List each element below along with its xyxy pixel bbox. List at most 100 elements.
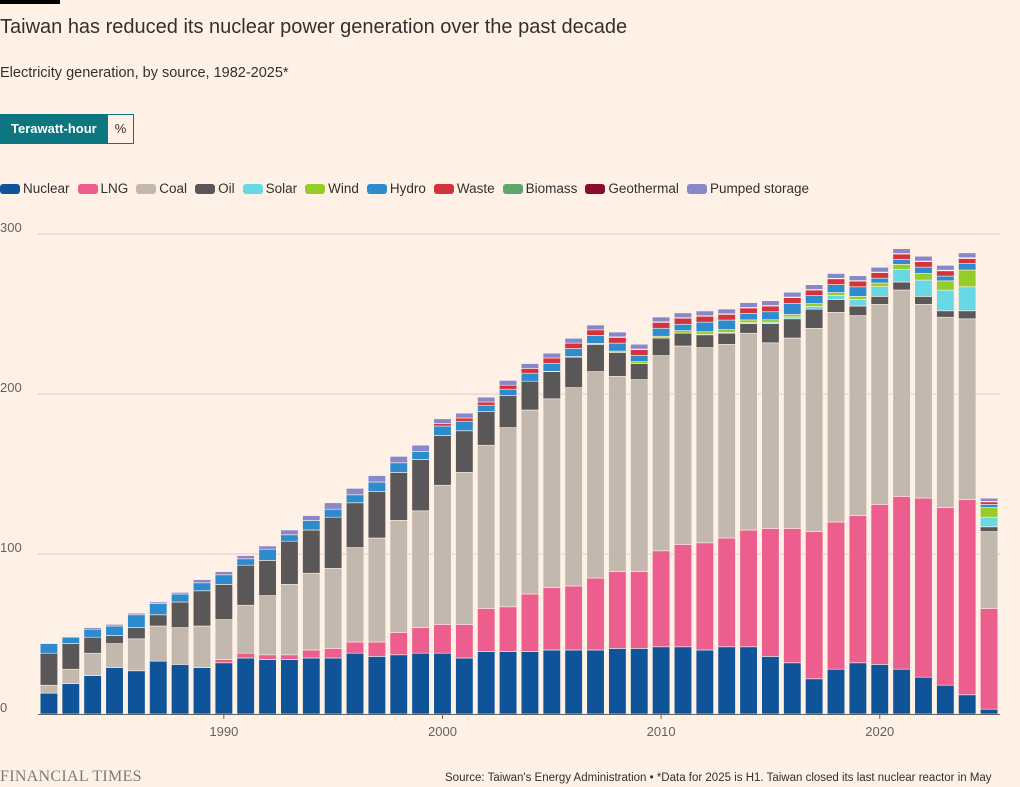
bar-pumped-storage-1994	[302, 515, 321, 521]
bar-lng-2018	[826, 521, 846, 670]
bar-lng-1993	[280, 654, 299, 660]
bar-coal-2023	[936, 316, 955, 508]
bar-pumped-storage-2002	[477, 396, 496, 403]
bar-oil-2018	[826, 299, 846, 313]
bar-pumped-storage-2006	[564, 338, 583, 344]
toggle-terawatt-hour[interactable]: Terawatt-hour	[1, 115, 107, 143]
bar-oil-1991	[236, 564, 255, 606]
bar-pumped-storage-2001	[455, 412, 474, 419]
bar-lng-2002	[477, 608, 496, 652]
bar-wind-2021	[892, 264, 911, 270]
bar-pumped-storage-2007	[586, 324, 605, 331]
bar-coal-2021	[892, 289, 911, 497]
bar-oil-2009	[630, 363, 649, 380]
bar-lng-2008	[608, 571, 627, 649]
bar-oil-2011	[673, 332, 693, 347]
bar-waste-2021	[892, 253, 911, 260]
bar-coal-2006	[564, 387, 583, 587]
bar-waste-2025	[980, 501, 999, 505]
bar-waste-2019	[848, 280, 867, 288]
bar-pumped-storage-2010	[652, 316, 671, 323]
bar-coal-1988	[171, 627, 190, 665]
legend-swatch-lng	[77, 183, 98, 194]
bar-oil-2014	[739, 323, 758, 334]
bar-nuclear-2016	[783, 662, 802, 715]
bar-lng-2022	[914, 497, 933, 678]
bar-lng-2004	[520, 593, 539, 652]
bar-pumped-storage-2020	[870, 266, 889, 273]
bar-oil-2025	[980, 526, 999, 532]
bar-waste-2016	[783, 297, 802, 304]
bar-coal-2020	[870, 304, 889, 505]
legend-swatch-coal	[136, 183, 157, 194]
bar-hydro-2016	[783, 302, 802, 315]
bar-solar-2023	[936, 289, 955, 312]
bar-coal-1997	[367, 537, 386, 643]
bar-stack-2021	[892, 248, 911, 715]
bar-coal-1993	[280, 584, 299, 656]
bar-stack-2003	[499, 380, 518, 715]
bar-nuclear-2002	[477, 651, 496, 715]
bar-hydro-1989	[192, 582, 212, 592]
bar-coal-2019	[848, 315, 867, 516]
bar-pumped-storage-2022	[914, 255, 933, 262]
bar-coal-2001	[455, 472, 474, 625]
bar-nuclear-1989	[192, 667, 212, 715]
bar-stack-2007	[586, 324, 605, 715]
bar-stack-1982	[39, 643, 58, 715]
bar-wind-2017	[805, 303, 824, 307]
bar-oil-2017	[805, 308, 824, 329]
bar-wind-2024	[958, 269, 977, 288]
bar-coal-2018	[826, 312, 846, 523]
bar-nuclear-1993	[280, 659, 299, 715]
bar-coal-1990	[214, 619, 233, 660]
bar-oil-1997	[367, 491, 386, 539]
bar-coal-2014	[739, 332, 758, 531]
bar-oil-2005	[542, 371, 561, 400]
bar-waste-2012	[695, 315, 714, 323]
bar-lng-2013	[717, 537, 736, 648]
bar-waste-2008	[608, 337, 627, 344]
bar-stack-2024	[958, 252, 977, 715]
bar-waste-2001	[455, 417, 474, 422]
unit-toggle[interactable]: Terawatt-hour %	[0, 114, 135, 144]
bar-pumped-storage-2009	[630, 343, 649, 350]
bar-solar-2025	[980, 516, 999, 528]
bar-oil-2020	[870, 296, 889, 305]
bar-nuclear-2017	[805, 678, 824, 715]
legend-label-wind: Wind	[328, 181, 359, 196]
bar-hydro-1995	[324, 508, 343, 518]
bar-lng-2016	[783, 528, 802, 664]
bar-wind-2013	[717, 329, 736, 333]
bar-pumped-storage-1984	[83, 627, 102, 630]
bar-nuclear-1991	[236, 657, 255, 715]
bar-hydro-1984	[83, 628, 102, 638]
legend-item-solar: Solar	[242, 181, 297, 196]
bar-lng-2009	[630, 571, 649, 649]
bar-nuclear-2000	[433, 652, 452, 715]
bar-coal-1992	[258, 595, 277, 656]
bar-waste-2017	[805, 289, 824, 296]
bar-nuclear-1998	[389, 654, 408, 715]
bar-coal-1995	[324, 568, 343, 649]
bar-oil-1983	[61, 643, 80, 670]
legend-label-biomass: Biomass	[525, 181, 578, 196]
bar-stack-1994	[302, 515, 321, 715]
bar-nuclear-1988	[171, 664, 190, 715]
bar-stack-1999	[411, 444, 430, 715]
toggle-percent[interactable]: %	[106, 115, 134, 143]
bar-nuclear-2014	[739, 646, 758, 715]
bar-oil-2012	[695, 334, 714, 348]
bar-stack-2025	[980, 497, 999, 715]
bar-waste-2007	[586, 329, 605, 336]
bar-pumped-storage-1999	[411, 444, 430, 452]
bar-lng-2020	[870, 504, 889, 665]
bar-nuclear-2004	[520, 651, 539, 715]
bar-pumped-storage-2017	[805, 284, 824, 290]
bar-coal-2000	[433, 484, 452, 625]
bar-coal-2022	[914, 304, 933, 499]
bar-stack-1991	[236, 555, 255, 715]
bar-coal-2004	[520, 409, 539, 595]
bar-nuclear-2007	[586, 649, 605, 715]
legend-label-geothermal: Geothermal	[608, 181, 679, 196]
